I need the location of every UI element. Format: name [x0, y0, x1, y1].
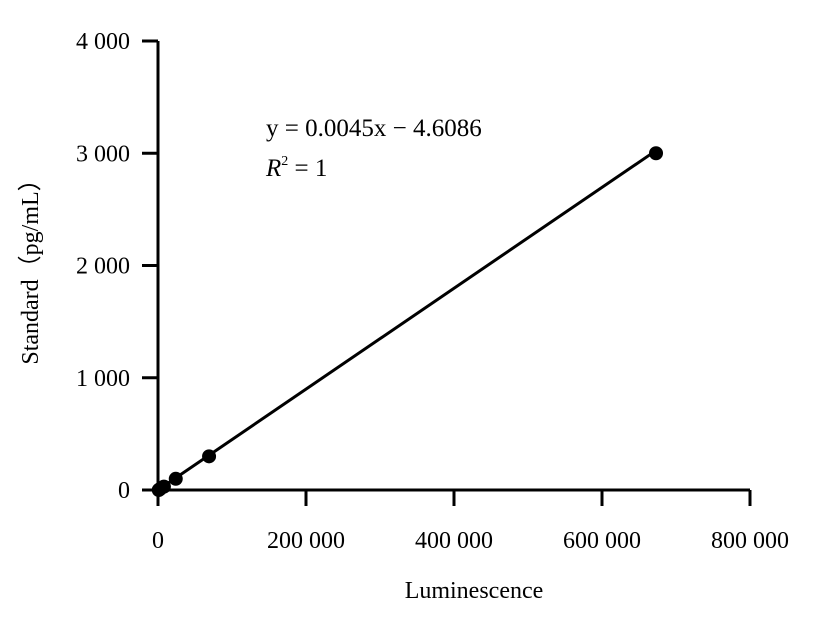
y-tick-label: 1 000	[76, 366, 130, 392]
ticks: 0 1 000 2 000 3 000 4 000 0 200 000 400 000 600 …	[76, 29, 789, 554]
x-axis-title: Luminescence	[405, 578, 544, 604]
x-tick-label: 600 000	[563, 528, 641, 554]
data-point	[168, 471, 183, 486]
y-tick-label: 2 000	[76, 254, 130, 280]
r-squared-exponent: 2	[281, 154, 288, 169]
axes	[156, 41, 750, 492]
r-squared-symbol: R	[265, 155, 281, 182]
r-squared-annotation: R2 = 1	[265, 154, 327, 182]
r-squared-value: = 1	[288, 155, 327, 182]
data-point	[649, 146, 664, 161]
equation-annotation: y = 0.0045x − 4.6086	[266, 115, 482, 142]
x-tick-label: 0	[152, 528, 164, 554]
x-tick-label: 800 000	[711, 528, 789, 554]
data-point	[202, 449, 217, 464]
fit-line-group	[157, 149, 657, 492]
y-tick-label: 0	[118, 478, 130, 504]
y-tick-label: 3 000	[76, 141, 130, 167]
data-points	[151, 146, 664, 497]
y-axis-title: Standard（pg/mL）	[18, 167, 44, 364]
x-tick-label: 200 000	[267, 528, 345, 554]
data-point	[156, 479, 171, 494]
fit-line	[157, 149, 657, 492]
x-tick-label: 400 000	[415, 528, 493, 554]
y-tick-label: 4 000	[76, 29, 130, 55]
